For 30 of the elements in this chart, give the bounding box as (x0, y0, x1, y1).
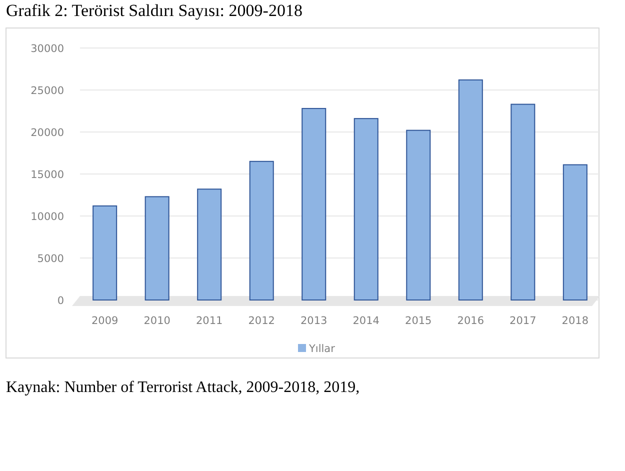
bar (406, 130, 431, 300)
x-tick-label: 2012 (248, 315, 275, 327)
bar (92, 205, 118, 300)
y-tick-label: 15000 (30, 169, 64, 181)
x-tick-label: 2017 (510, 315, 536, 327)
x-tick-label: 2013 (300, 315, 328, 327)
y-tick-label: 20000 (30, 127, 64, 139)
y-tick-label: 5000 (37, 253, 64, 265)
x-tick-label: 2009 (91, 315, 118, 327)
text: Kaynak: Number of Terrorist Attack, 2009-2018, 2019, (6, 379, 360, 396)
bar (562, 164, 588, 300)
bar (354, 118, 378, 300)
y-tick-label: 10000 (30, 211, 64, 223)
legend-label: Yıllar (308, 343, 336, 355)
x-tick-label: 2015 (405, 315, 432, 327)
x-tick-label: 2018 (562, 315, 589, 327)
y-tick-label: 0 (57, 295, 64, 307)
x-tick-label: 2010 (144, 315, 170, 327)
y-tick-label: 30000 (30, 43, 64, 55)
bar (510, 104, 536, 300)
x-tick-label: 2014 (352, 315, 380, 327)
bar (302, 108, 326, 300)
x-tick-label: 2016 (457, 315, 484, 327)
bar (144, 196, 170, 300)
bar (458, 79, 483, 300)
chart-title: Grafik 2: Terörist Saldırı Sayısı: 2009-2018 (6, 1, 302, 20)
y-tick-label: 25000 (30, 85, 64, 97)
bar (249, 160, 274, 300)
x-tick-label: 2011 (196, 315, 223, 327)
bar (197, 188, 222, 300)
